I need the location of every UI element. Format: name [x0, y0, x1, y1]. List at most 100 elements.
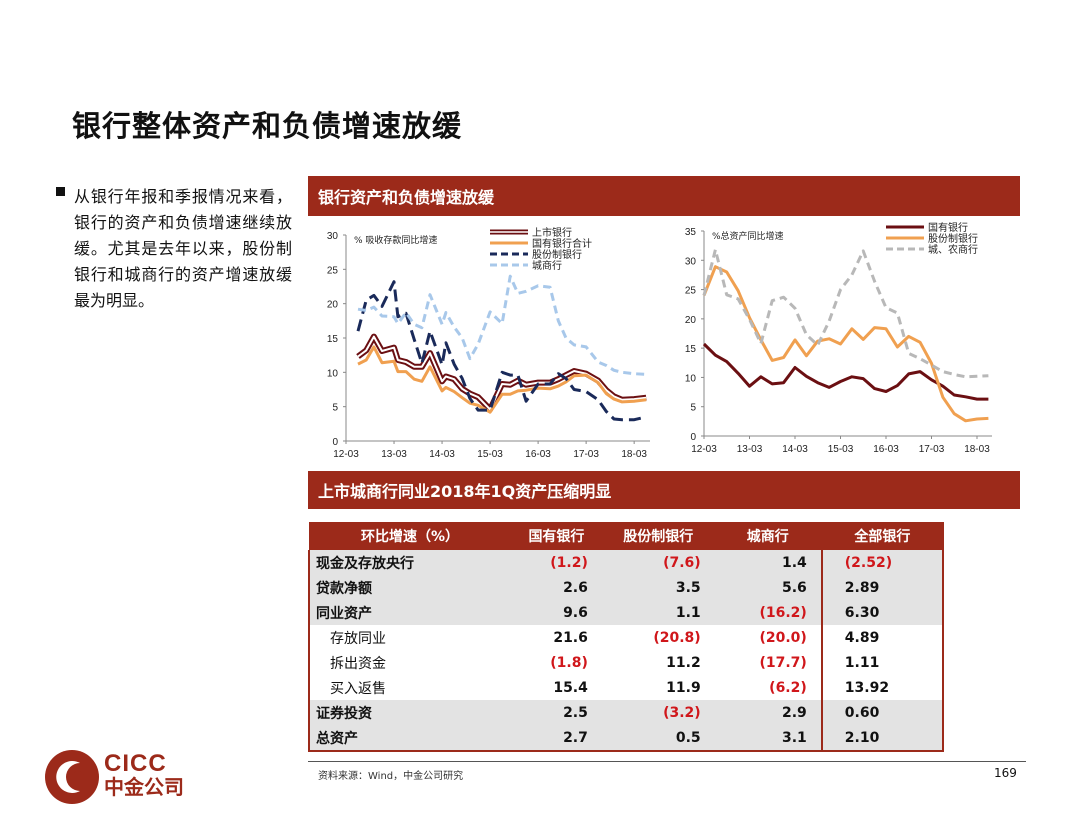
- table-cell: 11.9: [666, 679, 701, 696]
- x-tick-label: 15-03: [828, 444, 854, 455]
- y-tick-label: 30: [685, 256, 697, 267]
- footer-divider: [308, 761, 1026, 762]
- y-tick-label: 25: [327, 265, 339, 276]
- legend-label: 城商行: [532, 259, 562, 272]
- table-cell: (7.6): [601, 550, 715, 575]
- table-cell: (20.8): [653, 629, 701, 646]
- table-cell: 4.89: [820, 625, 945, 650]
- table-row: 买入返售 15.4 11.9 (6.2) 13.92: [308, 675, 945, 700]
- legend-label: 上市银行: [532, 226, 572, 239]
- y-tick-label: 20: [685, 315, 697, 326]
- y-axis-label: % 吸收存款同比增速: [354, 234, 437, 246]
- table-header-3: 城商行: [714, 522, 822, 550]
- y-tick-label: 10: [327, 368, 339, 379]
- y-axis-label: %总资产同比增速: [712, 230, 784, 242]
- table-cell: 2.5: [511, 700, 602, 725]
- source-note: 资料来源：Wind，中金公司研究: [318, 771, 464, 782]
- table-header-4: 全部银行: [820, 522, 945, 550]
- table-cell: 11.2: [666, 654, 701, 671]
- table-cell: 0.5: [601, 725, 715, 752]
- table-cell: 13.92: [820, 675, 945, 700]
- table-banner: 上市城商行同业2018年1Q资产压缩明显: [308, 471, 1020, 509]
- table-row: 贷款净额 2.6 3.5 5.6 2.89: [308, 575, 945, 600]
- table-cell: 3.1: [714, 725, 822, 752]
- table-cell: 9.6: [511, 600, 602, 625]
- table-row: 总资产 2.7 0.5 3.1 2.10: [308, 725, 945, 752]
- x-tick-label: 16-03: [873, 444, 899, 455]
- series-line: [702, 265, 989, 423]
- table-row: 证券投资 2.5 (3.2) 2.9 0.60: [308, 700, 945, 725]
- chart-banner: 银行资产和负债增速放缓: [308, 176, 1020, 216]
- x-tick-label: 17-03: [573, 449, 599, 460]
- x-tick-label: 13-03: [381, 449, 407, 460]
- table-cell: 2.9: [714, 700, 822, 725]
- table-cell: (20.0): [759, 629, 807, 646]
- series-line: [357, 274, 647, 376]
- legend-label: 股份制银行: [532, 248, 582, 261]
- y-tick-label: 0: [332, 437, 338, 448]
- table-cell: 2.89: [820, 575, 945, 600]
- table-cell: (3.2): [601, 700, 715, 725]
- logo-en: CICC: [104, 750, 167, 777]
- table-cell: (2.52): [820, 550, 945, 575]
- table-cell: (1.8): [550, 654, 588, 671]
- table-cell: 15.4: [553, 679, 588, 696]
- series-line: [702, 342, 989, 401]
- row-label: 买入返售: [308, 675, 511, 700]
- row-label: 现金及存放央行: [308, 550, 511, 575]
- table-cell: (6.2): [769, 679, 807, 696]
- legend-label: 城、农商行: [928, 243, 978, 256]
- y-tick-label: 0: [690, 432, 696, 443]
- x-tick-label: 15-03: [477, 449, 503, 460]
- table-cell: 0.60: [820, 700, 945, 725]
- y-tick-label: 5: [332, 403, 338, 414]
- y-tick-label: 20: [327, 300, 339, 311]
- logo-text: CICC 中金公司: [104, 752, 184, 800]
- y-tick-label: 30: [327, 231, 339, 242]
- row-label: 同业资产: [308, 600, 511, 625]
- legend-label: 国有银行: [928, 221, 968, 234]
- table-cell: (16.2): [714, 600, 822, 625]
- bullet-icon: [56, 187, 65, 196]
- table-header-2: 股份制银行: [601, 522, 715, 550]
- table-cell: 2.7: [511, 725, 602, 752]
- x-tick-label: 16-03: [525, 449, 551, 460]
- table-cell: 6.30: [820, 600, 945, 625]
- table-cell: 2.6: [511, 575, 602, 600]
- table-cell: 1.11: [820, 650, 945, 675]
- page-number: 169: [994, 766, 1017, 780]
- legend-label: 国有银行合计: [532, 237, 592, 250]
- table-cell: 5.6: [714, 575, 822, 600]
- series-line: [356, 280, 647, 422]
- table-cell: 3.5: [601, 575, 715, 600]
- x-tick-label: 13-03: [737, 444, 763, 455]
- x-tick-label: 18-03: [621, 449, 647, 460]
- table-row: 同业资产 9.6 1.1 (16.2) 6.30: [308, 600, 945, 625]
- table-header-label: 环比增速（%）: [309, 522, 511, 550]
- logo-cn: 中金公司: [104, 777, 184, 799]
- page-title: 银行整体资产和负债增速放缓: [72, 109, 463, 143]
- y-tick-label: 35: [685, 227, 697, 238]
- x-tick-label: 17-03: [919, 444, 945, 455]
- x-tick-label: 14-03: [782, 444, 808, 455]
- row-label: 总资产: [308, 725, 511, 752]
- x-tick-label: 14-03: [429, 449, 455, 460]
- series-line: [357, 345, 647, 414]
- table-header-1: 国有银行: [511, 522, 602, 550]
- deposit-growth-chart: 0 5 10 15 20 25 30 12-03 13-03 14-03 15-03 16-03 17-…: [327, 226, 650, 460]
- table-row: 拆出资金 (1.8) 11.2 (17.7) 1.11: [308, 650, 945, 675]
- asset-growth-chart: 0 5 10 15 20 25 30 35 12-03 13-03 14-03 15-03 16-03 1…: [685, 221, 992, 455]
- x-tick-label: 12-03: [333, 449, 359, 460]
- table-cell: (17.7): [759, 654, 807, 671]
- table-cell: (1.2): [511, 550, 602, 575]
- y-tick-label: 10: [685, 373, 697, 384]
- bullet-text: 从银行年报和季报情况来看，银行的资产和负债增速继续放缓。尤其是去年以来，股份制银…: [74, 187, 292, 310]
- row-label: 存放同业: [308, 625, 511, 650]
- series-line-inner: [357, 335, 647, 411]
- x-tick-label: 18-03: [964, 444, 990, 455]
- y-tick-label: 5: [690, 403, 696, 414]
- cicc-logo-icon: [45, 750, 99, 804]
- series-line: [702, 248, 989, 379]
- table-row: 现金及存放央行 (1.2) (7.6) 1.4 (2.52): [308, 550, 945, 575]
- row-label: 证券投资: [308, 700, 511, 725]
